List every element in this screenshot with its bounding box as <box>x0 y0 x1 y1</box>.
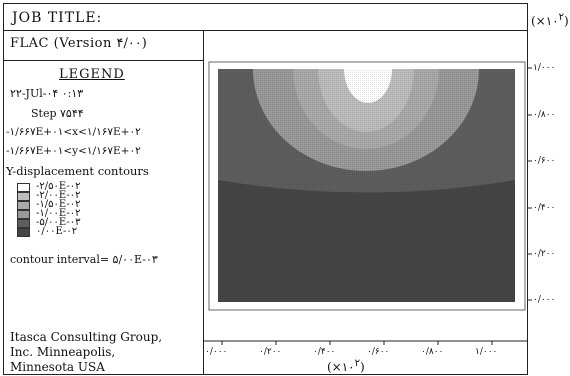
legend-y-range: -۱/۶۶۷E+۰۱<y<۱/۱۶۷E+۰۲ <box>6 145 141 157</box>
legend-step: Step ۷۵۴۴ <box>31 107 84 120</box>
version-row: FLAC (Version ۴/۰۰) <box>3 30 203 61</box>
contour-swatch-1 <box>17 183 30 192</box>
x-axis-multiplier: (×۱۰۲) <box>327 358 365 374</box>
x-tick-label: ۰/۰۰۰ <box>205 347 228 357</box>
x-tick-label: ۰/۲۰۰ <box>259 347 282 357</box>
credit-line-3: Minnesota USA <box>10 360 105 374</box>
job-title: JOB TITLE: <box>12 10 103 26</box>
title-bar: JOB TITLE: <box>3 3 528 31</box>
y-tick-label: ۱/۰۰۰ <box>533 63 556 73</box>
shading-pattern <box>218 69 515 302</box>
y-tick-label: ۰/۸۰۰ <box>533 110 556 120</box>
x-tick-label: ۰/۴۰۰ <box>313 347 336 357</box>
contour-swatch-6 <box>17 228 30 237</box>
contour-level-6: ۰/۰۰E-۰۲ <box>36 226 78 237</box>
x-tick-label: ۰/۸۰۰ <box>421 347 444 357</box>
y-tick-label: ۰/۰۰۰ <box>533 295 556 305</box>
x-tick-label: ۱/۰۰۰ <box>475 347 498 357</box>
contour-level-3: -۱/۵۰E-۰۲ <box>36 199 81 210</box>
contour-interval: contour interval= ۵/۰۰E-۰۳ <box>10 253 158 266</box>
credit-line-2: Inc. Minneapolis, <box>10 345 116 359</box>
contour-level-1: -۲/۵۰E-۰۲ <box>36 181 81 192</box>
y-tick-label: ۰/۶۰۰ <box>533 156 556 166</box>
legend-title: LEGEND <box>59 67 125 82</box>
y-tick-label: ۰/۲۰۰ <box>533 249 556 259</box>
legend-date: ۲۲-JUl-۰۴ ۰:۱۳ <box>10 87 84 100</box>
x-axis-multiplier-exp: ۲ <box>354 358 361 369</box>
legend-x-range: -۱/۶۶۷E+۰۱<x<۱/۱۶۷E+۰۲ <box>6 126 141 138</box>
contour-swatch-5 <box>17 219 30 228</box>
y-axis-multiplier-exp: ۲ <box>558 12 565 23</box>
version-label: FLAC (Version ۴/۰۰) <box>10 36 148 51</box>
legend-panel: FLAC (Version ۴/۰۰) LEGEND ۲۲-JUl-۰۴ ۰:۱… <box>3 30 204 375</box>
contour-level-2: -۲/۰۰E-۰۲ <box>36 190 81 201</box>
contour-level-5: -۵/۰۰E-۰۳ <box>36 217 81 228</box>
credit-line-1: Itasca Consulting Group, <box>10 330 163 344</box>
contour-heading: Y-displacement contours <box>6 164 149 178</box>
contour-swatch-3 <box>17 201 30 210</box>
x-axis-ticks <box>221 341 493 345</box>
contour-level-4: -۱/۰۰E-۰۲ <box>36 208 81 219</box>
contour-swatch-4 <box>17 210 30 219</box>
y-axis-multiplier: (×۱۰۲) <box>531 12 569 28</box>
x-tick-label: ۰/۶۰۰ <box>367 347 390 357</box>
y-tick-label: ۰/۴۰۰ <box>533 203 556 213</box>
y-axis-ticks <box>528 67 532 301</box>
contour-swatch-2 <box>17 192 30 201</box>
